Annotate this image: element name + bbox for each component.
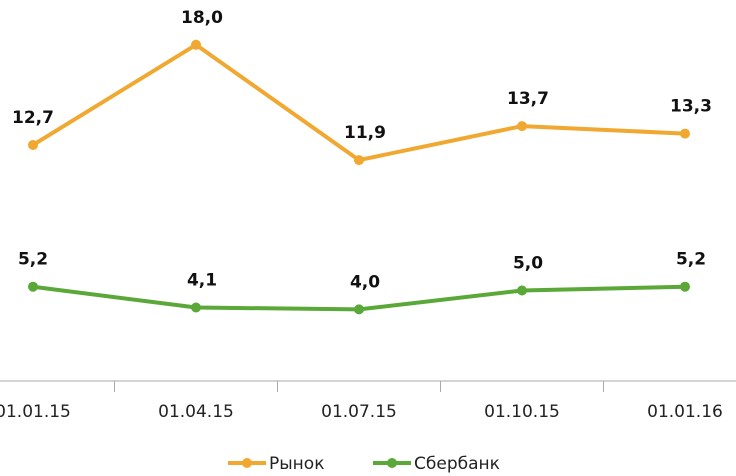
value-label: 13,3: [670, 97, 712, 117]
x-tick-label: 01.10.15: [484, 402, 560, 422]
x-tick-label: 01.04.15: [158, 402, 234, 422]
x-tick-label: 01.01.15: [0, 402, 71, 422]
point: [191, 302, 201, 313]
x-tick-label: 01.01.16: [647, 402, 723, 422]
legend-marker: [387, 458, 397, 468]
legend-marker: [242, 458, 252, 468]
value-label: 4,1: [187, 271, 217, 291]
point: [28, 139, 38, 150]
value-label: 11,9: [344, 123, 386, 143]
point: [517, 285, 527, 296]
value-label: 12,7: [12, 108, 54, 128]
value-label: 18,0: [181, 8, 223, 28]
value-label: 5,0: [513, 254, 543, 274]
point: [517, 121, 527, 132]
point: [28, 281, 38, 292]
legend-label: Сбербанк: [414, 454, 500, 474]
value-label: 5,2: [18, 250, 48, 270]
point: [680, 128, 690, 139]
point: [354, 304, 364, 315]
point: [680, 281, 690, 292]
x-tick-label: 01.07.15: [321, 402, 397, 422]
value-label: 4,0: [350, 272, 380, 292]
point: [354, 155, 364, 166]
value-label: 5,2: [676, 250, 706, 270]
value-label: 13,7: [507, 89, 549, 109]
legend-label: Рынок: [269, 454, 324, 474]
point: [191, 39, 201, 50]
